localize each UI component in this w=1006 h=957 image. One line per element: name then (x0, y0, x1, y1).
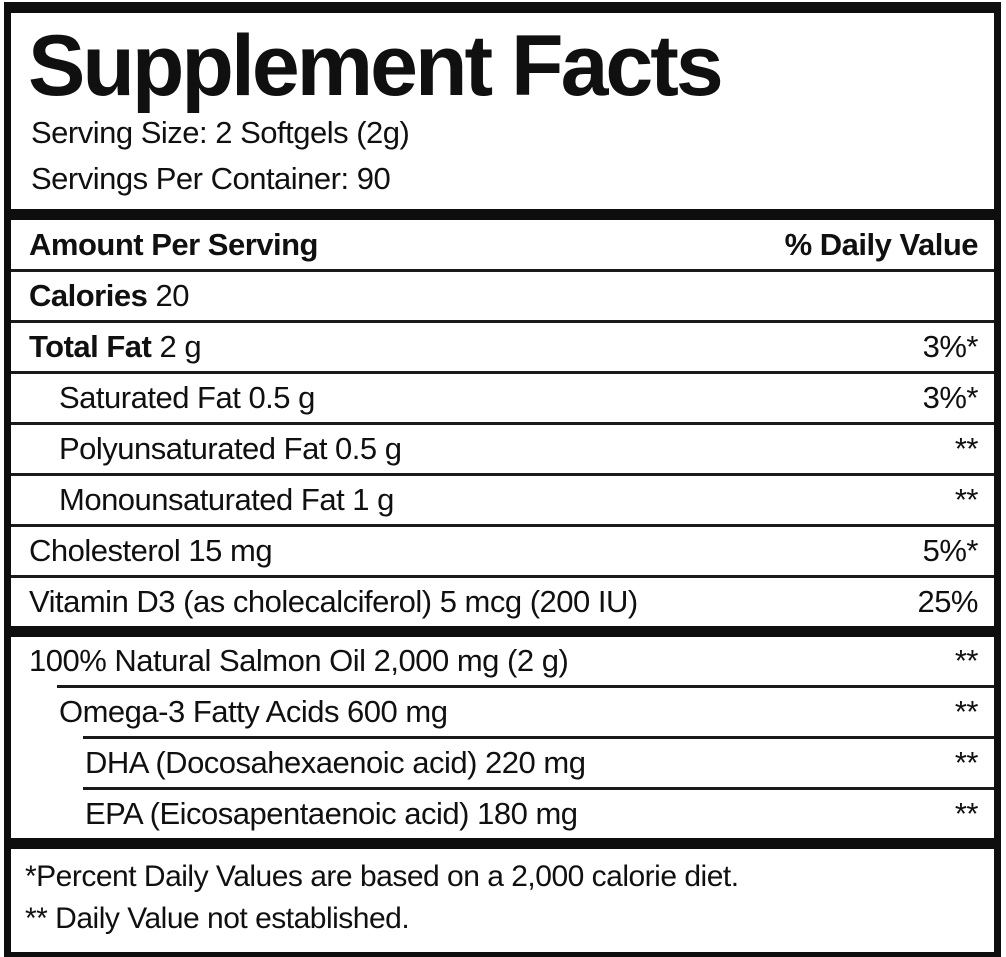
footnote-not-established: ** Daily Value not established. (25, 902, 410, 935)
nutrient-name: 100% Natural Salmon Oil 2,000 mg (2 g) (29, 643, 569, 678)
nutrient-daily-value: ** (954, 694, 979, 729)
nutrient-name: Polyunsaturated Fat 0.5 g (59, 431, 402, 466)
nutrient-daily-value: ** (954, 643, 979, 678)
header-divider (11, 269, 994, 272)
nutrient-name: Omega-3 Fatty Acids 600 mg (59, 694, 448, 729)
footnotes: *Percent Daily Values are based on a 2,0… (11, 849, 994, 952)
nutrient-name: DHA (Docosahexaenoic acid) 220 mg (85, 745, 586, 780)
nutrient-row: DHA (Docosahexaenoic acid) 220 mg ** (11, 739, 994, 787)
row-divider (11, 575, 994, 578)
row-divider (57, 685, 994, 688)
row-divider (11, 524, 994, 527)
nutrient-daily-value: ** (954, 482, 979, 517)
nutrient-daily-value: 5%* (922, 533, 979, 568)
servings-per-container: Servings Per Container: 90 (31, 161, 391, 196)
row-divider (83, 787, 994, 790)
nutrient-row: Omega-3 Fatty Acids 600 mg ** (11, 688, 994, 736)
nutrient-row: Cholesterol 15 mg 5%* (11, 527, 994, 575)
row-divider (11, 371, 994, 374)
nutrient-name: Vitamin D3 (as cholecalciferol) 5 mcg (2… (29, 584, 638, 619)
footnote-daily-values: *Percent Daily Values are based on a 2,0… (25, 860, 739, 893)
nutrient-name: Monounsaturated Fat 1 g (59, 482, 394, 517)
nutrient-daily-value: 3%* (922, 329, 979, 364)
nutrient-name: Saturated Fat 0.5 g (59, 380, 315, 415)
supplement-facts-label: Supplement Facts Serving Size: 2 Softgel… (4, 2, 1001, 957)
section-separator-middle (11, 626, 994, 637)
row-divider (83, 736, 994, 739)
serving-size: Serving Size: 2 Softgels (2g) (31, 115, 410, 150)
nutrient-daily-value: 3%* (922, 380, 979, 415)
serving-info: Serving Size: 2 Softgels (2g) Servings P… (31, 115, 978, 197)
nutrients-section: Calories 20 Total Fat 2 g 3%* Saturated … (11, 272, 994, 626)
nutrient-row: Monounsaturated Fat 1 g ** (11, 476, 994, 524)
amount-per-serving-header: Amount Per Serving (29, 226, 319, 262)
nutrient-row: Polyunsaturated Fat 0.5 g ** (11, 425, 994, 473)
label-title: Supplement Facts (28, 18, 724, 114)
oil-blend-section: 100% Natural Salmon Oil 2,000 mg (2 g) *… (11, 637, 994, 838)
nutrient-row: Vitamin D3 (as cholecalciferol) 5 mcg (2… (11, 578, 994, 626)
nutrient-row: 100% Natural Salmon Oil 2,000 mg (2 g) *… (11, 637, 994, 685)
nutrient-daily-value: 25% (917, 584, 978, 619)
nutrient-name: Total Fat 2 g (29, 329, 202, 364)
nutrient-row: Saturated Fat 0.5 g 3%* (11, 374, 994, 422)
nutrient-daily-value: ** (954, 745, 979, 780)
nutrient-daily-value: ** (954, 431, 979, 466)
row-divider (11, 422, 994, 425)
nutrient-name: Calories 20 (29, 278, 189, 313)
table-header-row: Amount Per Serving % Daily Value (11, 220, 994, 269)
row-divider (11, 320, 994, 323)
nutrient-row: Total Fat 2 g 3%* (11, 323, 994, 371)
daily-value-header: % Daily Value (784, 226, 979, 262)
nutrient-daily-value: ** (954, 796, 979, 831)
row-divider (11, 473, 994, 476)
section-separator-top (11, 209, 994, 220)
nutrient-row: Calories 20 (11, 272, 994, 320)
nutrient-name: EPA (Eicosapentaenoic acid) 180 mg (85, 796, 578, 831)
nutrient-row: EPA (Eicosapentaenoic acid) 180 mg ** (11, 790, 994, 838)
nutrient-name: Cholesterol 15 mg (29, 533, 273, 568)
section-separator-bottom (11, 838, 994, 849)
